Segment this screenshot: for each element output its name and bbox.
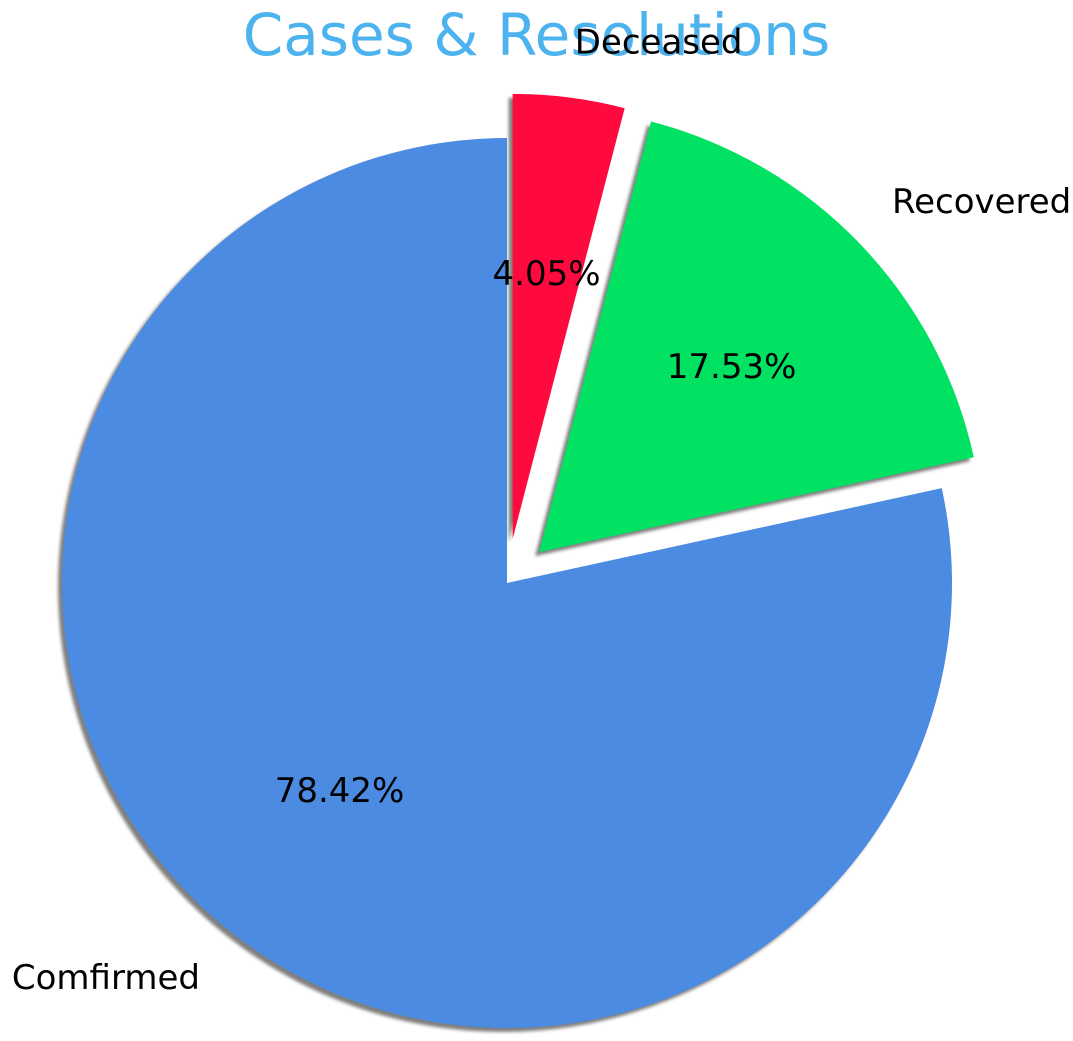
slice-percent-recovered: 17.53% [667, 347, 797, 387]
slice-comfirmed [61, 138, 953, 1028]
slice-recovered [539, 121, 974, 553]
slice-percent-deceased: 4.05% [493, 254, 601, 294]
chart-title: Cases & Resolutions [242, 1, 831, 69]
slice-percent-comfirmed: 78.42% [275, 771, 405, 811]
slice-label-recovered: Recovered [892, 182, 1071, 222]
slice-deceased [512, 93, 625, 539]
pie-label-layer: Comfirmed 78.42% Recovered 17.53% Deceased 4.… [12, 22, 1071, 998]
slice-label-deceased: Deceased [575, 22, 743, 62]
pie-slice-layer [61, 93, 974, 1028]
slice-label-comfirmed: Comfirmed [12, 958, 200, 998]
